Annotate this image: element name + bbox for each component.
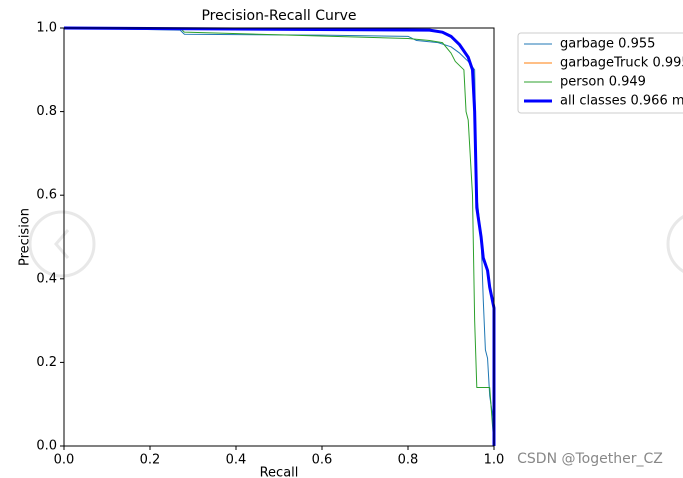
x-tick-label: 0.4 bbox=[226, 453, 247, 468]
x-tick-label: 1.0 bbox=[484, 453, 505, 468]
legend-label: garbage 0.955 bbox=[560, 37, 655, 52]
nav-next[interactable] bbox=[666, 212, 683, 276]
axes-frame bbox=[63, 27, 495, 447]
y-tick-label: 0.8 bbox=[36, 104, 57, 119]
chart-title: Precision-Recall Curve bbox=[201, 8, 356, 24]
series-line bbox=[63, 26, 496, 446]
legend-label: person 0.949 bbox=[560, 75, 646, 90]
x-tick-label: 0.0 bbox=[54, 453, 75, 468]
x-tick-label: 0.2 bbox=[140, 453, 161, 468]
legend-label: all classes 0.966 mAP@0.5 bbox=[560, 94, 683, 109]
y-tick-label: 0.2 bbox=[36, 355, 57, 370]
legend-label: garbageTruck 0.995 bbox=[560, 56, 683, 71]
watermark: CSDN @Together_CZ bbox=[517, 451, 663, 467]
x-tick-label: 0.6 bbox=[312, 453, 333, 468]
nav-prev[interactable] bbox=[28, 210, 96, 278]
legend-box bbox=[517, 32, 683, 114]
x-axis-label: Recall bbox=[260, 466, 299, 478]
y-tick-label: 0.4 bbox=[36, 271, 57, 286]
y-axis-label: Precision bbox=[18, 208, 33, 266]
series-line bbox=[64, 27, 495, 447]
y-tick-label: 1.0 bbox=[36, 21, 57, 36]
y-tick-label: 0.0 bbox=[36, 439, 57, 454]
x-tick-label: 0.8 bbox=[398, 453, 419, 468]
y-tick-label: 0.6 bbox=[36, 188, 57, 203]
